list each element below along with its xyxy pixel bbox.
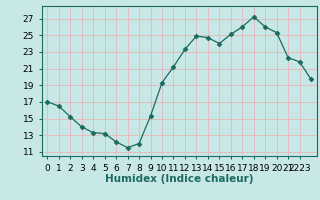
X-axis label: Humidex (Indice chaleur): Humidex (Indice chaleur) — [105, 174, 253, 184]
